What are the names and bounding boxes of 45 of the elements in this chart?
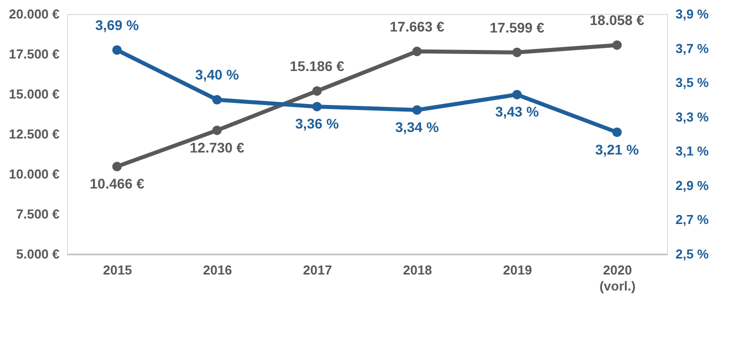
point [212, 94, 222, 104]
x-tick-label: 2015 [103, 262, 132, 278]
data-label: 15.186 € [290, 58, 344, 74]
data-label: 17.663 € [390, 18, 444, 34]
data-label: 3,69 % [95, 17, 140, 33]
y2-tick-label: 2,5 % [676, 246, 710, 262]
y2-tick-label: 3,9 % [676, 6, 710, 22]
point [212, 126, 222, 136]
y2-tick-label: 2,9 % [676, 178, 710, 193]
y-tick-label: 7.500 € [16, 206, 60, 222]
point [512, 90, 522, 100]
data-label: 3,34 % [395, 119, 440, 135]
y-tick-label: 12.500 € [8, 126, 60, 142]
x-tick-label: 2020 (vorl.) [599, 262, 636, 294]
y-tick-label: 15.000 € [8, 86, 60, 102]
point [312, 86, 322, 96]
data-label: 3,36 % [295, 116, 340, 132]
data-label: 10.466 € [90, 176, 144, 192]
x-tick-label: 2018 [403, 262, 432, 278]
y-tick-label: 17.500 € [8, 46, 60, 62]
y-tick-label: 10.000 € [8, 166, 60, 182]
data-label: 3,21 % [595, 141, 640, 158]
y2-tick-label: 3,7 % [676, 40, 710, 56]
point [612, 40, 622, 50]
data-label: 3,43 % [495, 104, 540, 120]
y2-tick-label: 2,7 % [676, 212, 710, 228]
data-label: 18.058 € [590, 12, 644, 28]
x-tick-label: 2019 [503, 262, 532, 278]
point [312, 102, 322, 112]
point [412, 46, 422, 56]
y2-tick-label: 3,5 % [676, 75, 710, 90]
data-label: 17.599 € [490, 19, 544, 36]
x-tick-label: 2016 [203, 262, 232, 278]
point [112, 45, 122, 55]
y-tick-label: 5.000 € [16, 246, 60, 262]
point [512, 48, 522, 58]
y-tick-label: 20.000 € [8, 6, 60, 22]
y2-tick-label: 3,1 % [676, 144, 710, 159]
x-tick-label: 2017 [303, 262, 332, 278]
point [412, 105, 422, 115]
point [612, 128, 622, 138]
y2-tick-label: 3,3 % [676, 109, 710, 124]
data-label: 3,40 % [195, 66, 240, 83]
point [112, 162, 122, 172]
data-label: 12.730 € [190, 139, 244, 156]
